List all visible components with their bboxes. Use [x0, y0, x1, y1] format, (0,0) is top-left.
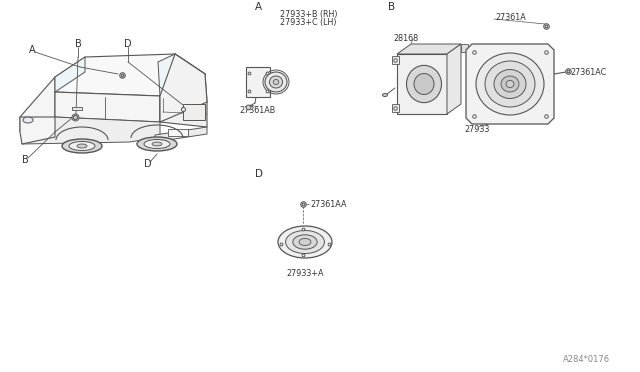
- Text: D: D: [144, 159, 152, 169]
- Text: 27361AA: 27361AA: [310, 199, 346, 208]
- Bar: [392, 104, 399, 112]
- Text: 27933+A: 27933+A: [286, 269, 324, 279]
- Text: 27933+C (LH): 27933+C (LH): [280, 17, 337, 26]
- Bar: [392, 56, 399, 64]
- Ellipse shape: [476, 53, 544, 115]
- Ellipse shape: [501, 76, 519, 92]
- Polygon shape: [158, 54, 205, 96]
- Text: B: B: [388, 2, 395, 12]
- Ellipse shape: [494, 70, 526, 99]
- Ellipse shape: [62, 139, 102, 153]
- Polygon shape: [397, 44, 461, 54]
- Ellipse shape: [23, 117, 33, 123]
- Ellipse shape: [144, 140, 170, 148]
- Ellipse shape: [285, 231, 324, 254]
- Ellipse shape: [77, 144, 87, 148]
- Bar: [461, 44, 468, 52]
- Ellipse shape: [406, 65, 442, 103]
- Text: A284*0176: A284*0176: [563, 356, 610, 365]
- Bar: [72, 107, 82, 110]
- Polygon shape: [160, 96, 207, 127]
- Ellipse shape: [506, 80, 514, 87]
- Text: 27361AC: 27361AC: [570, 67, 606, 77]
- Polygon shape: [22, 117, 160, 144]
- Polygon shape: [55, 54, 205, 96]
- Ellipse shape: [383, 93, 387, 96]
- Text: D: D: [124, 39, 132, 49]
- Bar: [183, 104, 205, 120]
- Bar: [168, 129, 188, 136]
- Text: D: D: [255, 169, 263, 179]
- Ellipse shape: [293, 235, 317, 249]
- Text: A: A: [255, 2, 262, 12]
- Polygon shape: [466, 44, 554, 124]
- Text: 27361A: 27361A: [495, 13, 525, 22]
- Ellipse shape: [278, 226, 332, 258]
- Text: 27361AB: 27361AB: [240, 106, 276, 115]
- Ellipse shape: [152, 142, 162, 146]
- Text: A: A: [29, 45, 35, 55]
- Ellipse shape: [414, 74, 434, 94]
- Text: 28168: 28168: [393, 33, 418, 42]
- Polygon shape: [155, 127, 207, 142]
- Text: 27933: 27933: [464, 125, 490, 134]
- Ellipse shape: [265, 72, 287, 92]
- Ellipse shape: [273, 80, 279, 84]
- Ellipse shape: [137, 137, 177, 151]
- Text: B: B: [22, 155, 28, 165]
- Ellipse shape: [69, 141, 95, 151]
- Polygon shape: [55, 57, 85, 92]
- Polygon shape: [447, 44, 461, 114]
- Ellipse shape: [269, 76, 283, 88]
- Polygon shape: [55, 92, 160, 122]
- Ellipse shape: [485, 61, 535, 107]
- Text: 27933+B (RH): 27933+B (RH): [280, 10, 337, 19]
- Text: B: B: [75, 39, 81, 49]
- Polygon shape: [160, 54, 207, 122]
- Ellipse shape: [299, 238, 311, 246]
- Polygon shape: [20, 77, 55, 132]
- Bar: [246, 67, 270, 97]
- Polygon shape: [20, 117, 55, 144]
- Polygon shape: [397, 54, 447, 114]
